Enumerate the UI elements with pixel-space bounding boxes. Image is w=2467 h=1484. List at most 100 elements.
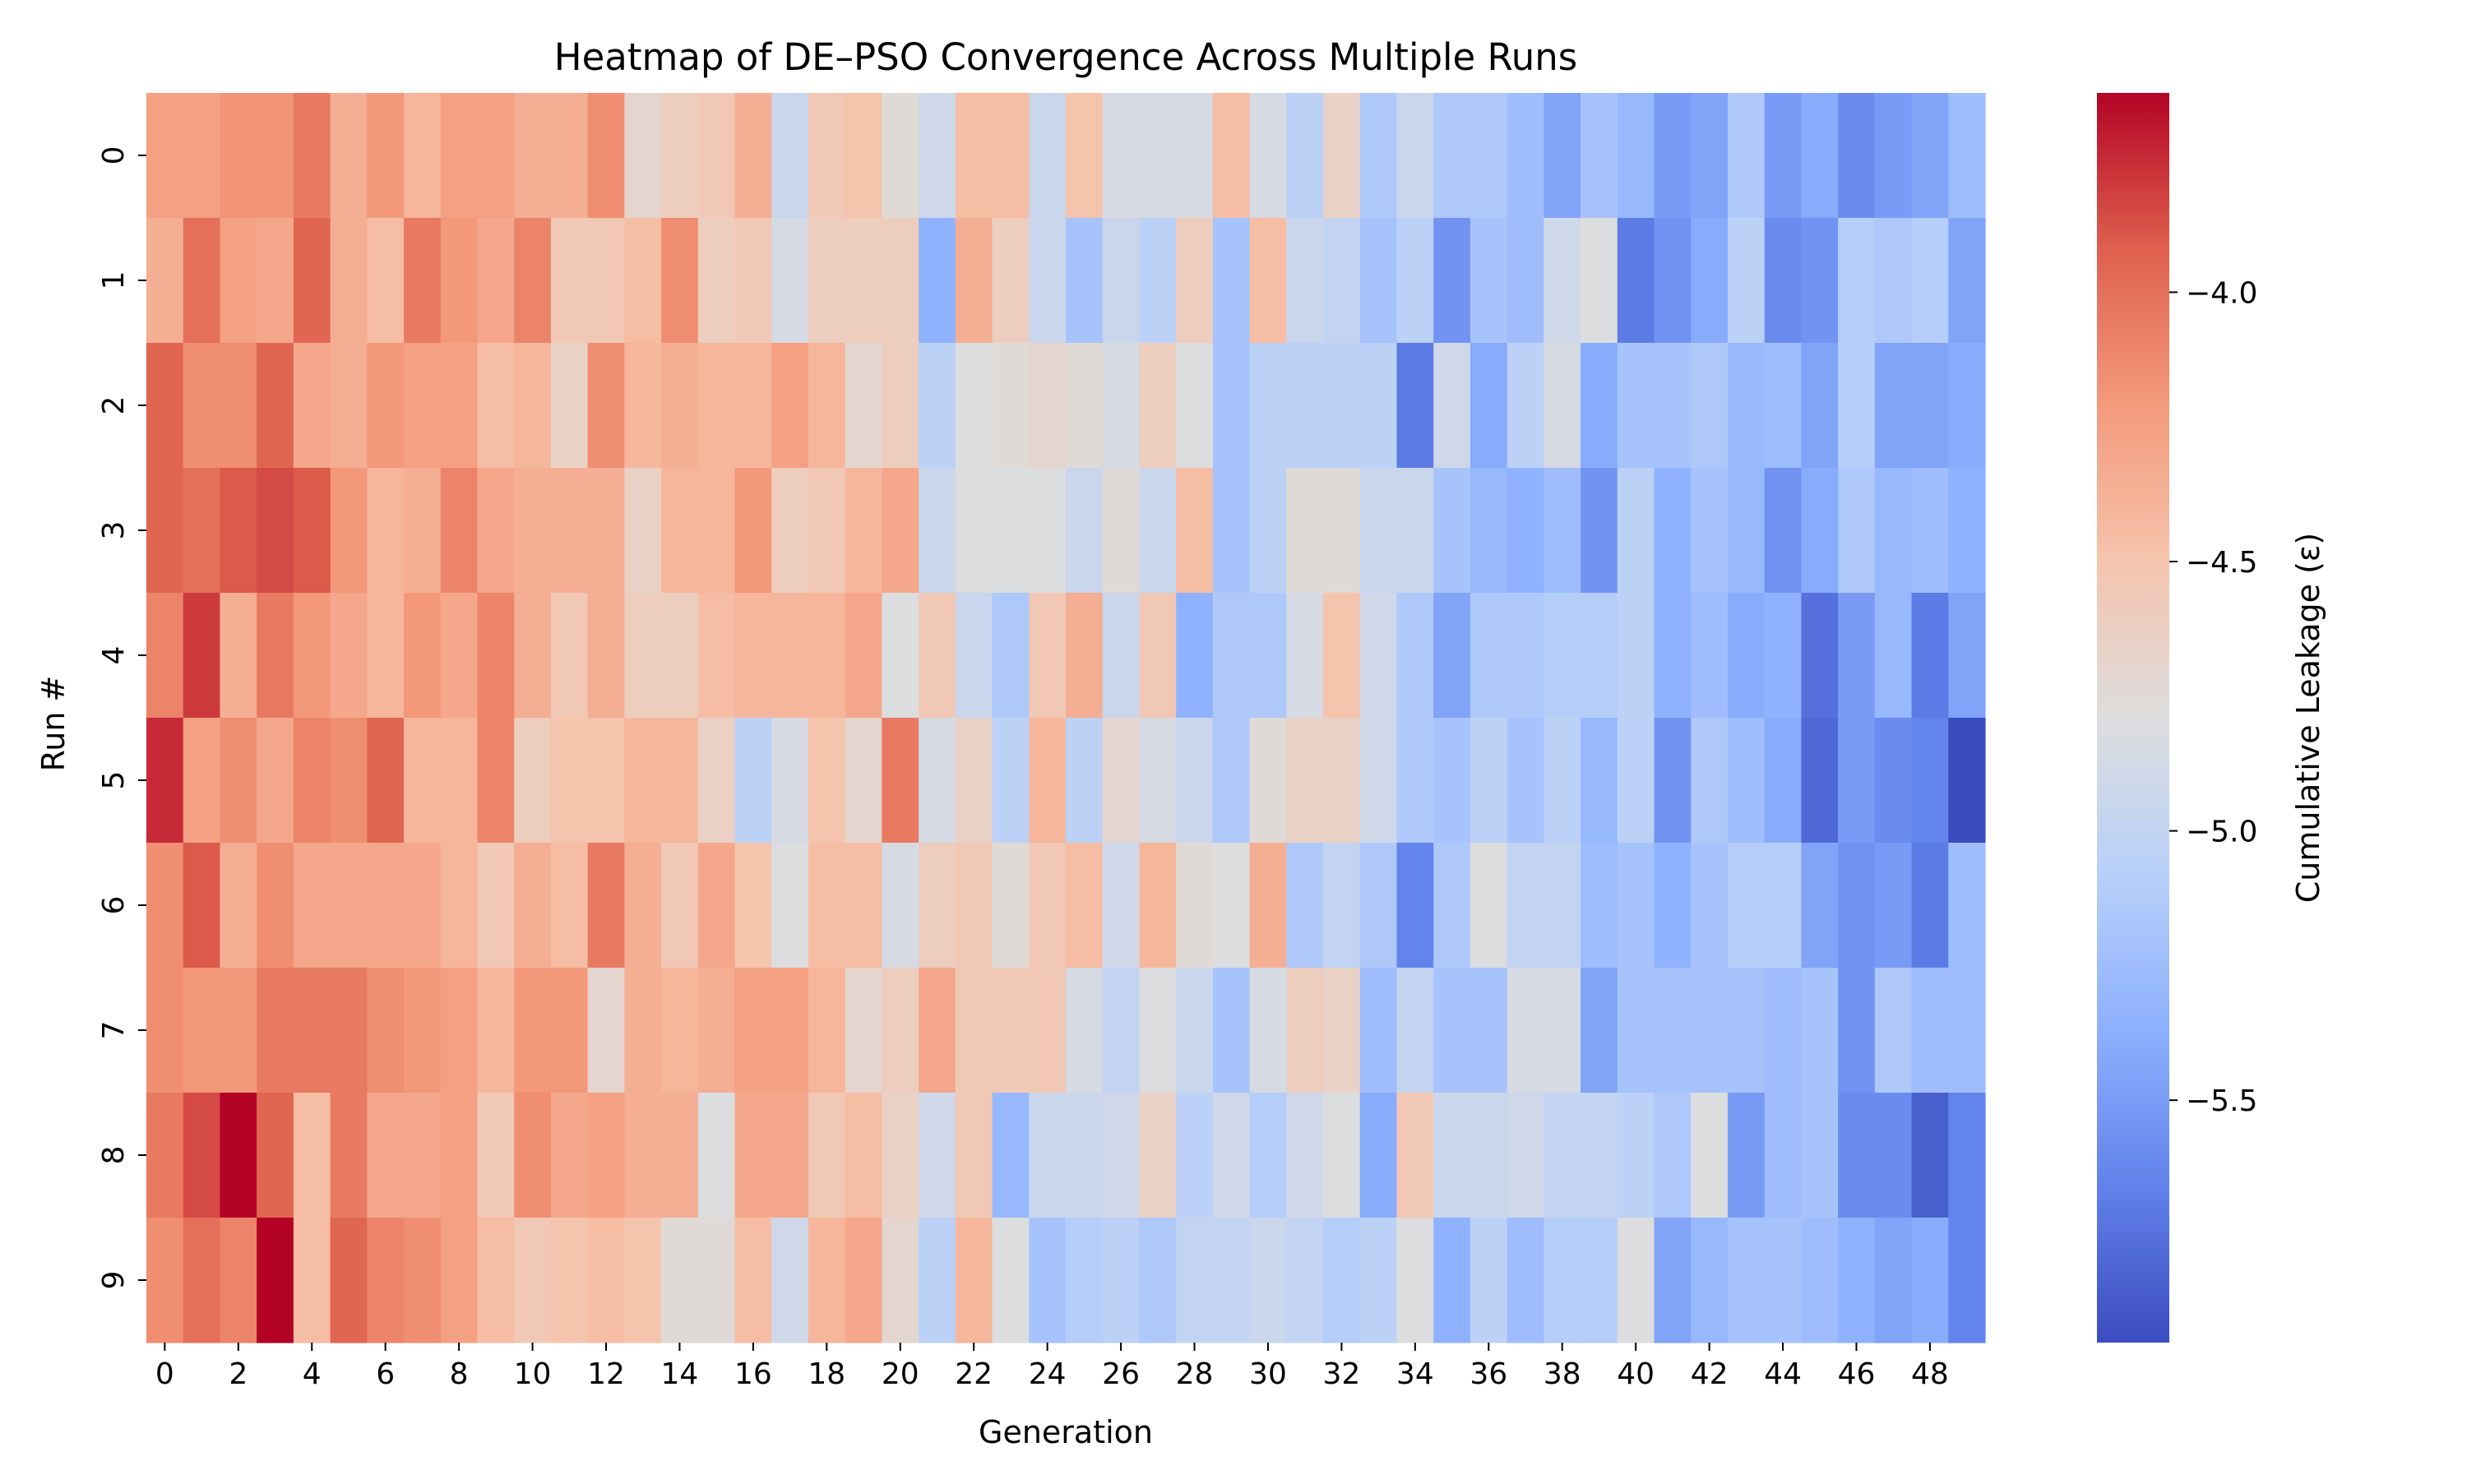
heatmap-cell xyxy=(1212,968,1251,1093)
heatmap-cell xyxy=(220,93,257,219)
heatmap-cell xyxy=(697,1218,736,1343)
heatmap-cell xyxy=(220,343,257,469)
heatmap-cell xyxy=(1396,718,1434,844)
heatmap-cell xyxy=(1470,593,1508,719)
heatmap-cell xyxy=(293,468,331,594)
heatmap-cell xyxy=(624,1093,662,1218)
heatmap-cell xyxy=(1801,343,1839,469)
heatmap-cell xyxy=(1102,468,1141,594)
heatmap-cell xyxy=(919,593,956,719)
heatmap-cell xyxy=(845,1093,882,1218)
heatmap-cell xyxy=(1654,843,1692,969)
heatmap-cell xyxy=(1359,93,1398,219)
heatmap-cell xyxy=(808,218,846,344)
heatmap-cell xyxy=(330,718,368,844)
heatmap-cell xyxy=(183,1218,221,1343)
heatmap-cell xyxy=(404,843,442,969)
heatmap-cell xyxy=(330,843,368,969)
heatmap-cell xyxy=(1544,968,1581,1093)
heatmap-cell xyxy=(992,593,1030,719)
heatmap-cell xyxy=(1470,343,1508,469)
heatmap-cell xyxy=(1470,1093,1508,1218)
heatmap-cell xyxy=(1581,468,1618,594)
heatmap-cell xyxy=(1066,468,1104,594)
heatmap-cell xyxy=(882,843,919,969)
heatmap-cell xyxy=(1249,343,1287,469)
heatmap-cell xyxy=(919,968,956,1093)
heatmap-cell xyxy=(1029,468,1067,594)
heatmap-cell xyxy=(1286,93,1324,219)
heatmap-cell xyxy=(624,468,662,594)
heatmap-cell xyxy=(1581,93,1618,219)
heatmap-cell xyxy=(1764,968,1802,1093)
heatmap-cell xyxy=(1654,93,1692,219)
heatmap-cell xyxy=(919,468,956,594)
heatmap-cell xyxy=(1948,1093,1986,1218)
x-tick-label: 8 xyxy=(450,1357,469,1391)
heatmap-cell xyxy=(1801,593,1839,719)
heatmap-cell xyxy=(257,468,294,594)
heatmap-cell xyxy=(1838,843,1876,969)
heatmap-cell xyxy=(919,93,956,219)
heatmap-cell xyxy=(1727,93,1766,219)
colorbar-tick-label: −4.0 xyxy=(2186,276,2257,310)
heatmap-cell xyxy=(514,968,552,1093)
heatmap-cell xyxy=(146,218,184,344)
heatmap-cell xyxy=(1433,1218,1471,1343)
heatmap-cell xyxy=(1139,1093,1177,1218)
heatmap-cell xyxy=(330,593,368,719)
heatmap-cell xyxy=(1029,1093,1067,1218)
heatmap-cell xyxy=(146,343,184,469)
heatmap-cell xyxy=(1911,343,1949,469)
heatmap-cell xyxy=(146,843,184,969)
heatmap-cell xyxy=(146,93,184,219)
heatmap-cell xyxy=(919,343,956,469)
heatmap-cell xyxy=(293,218,331,344)
heatmap-cell xyxy=(1581,343,1618,469)
heatmap-cell xyxy=(1874,843,1913,969)
x-tick-label: 12 xyxy=(587,1357,625,1391)
heatmap-cell xyxy=(1948,218,1986,344)
heatmap-cell xyxy=(293,968,331,1093)
heatmap-cell xyxy=(550,1218,589,1343)
heatmap-cell xyxy=(1470,968,1508,1093)
heatmap-cell xyxy=(1359,468,1398,594)
heatmap-cell xyxy=(845,343,882,469)
heatmap-cell xyxy=(661,468,699,594)
heatmap-cell xyxy=(1838,718,1876,844)
heatmap-cell xyxy=(1838,93,1876,219)
heatmap-cell xyxy=(1470,843,1508,969)
heatmap-cell xyxy=(440,1218,479,1343)
x-tick-label: 48 xyxy=(1911,1357,1949,1391)
heatmap-cell xyxy=(1764,1093,1802,1218)
heatmap-cell xyxy=(1249,1093,1287,1218)
heatmap-cell xyxy=(1727,1218,1766,1343)
heatmap-cell xyxy=(624,93,662,219)
heatmap-cell xyxy=(1433,468,1471,594)
heatmap-cell xyxy=(1286,968,1324,1093)
heatmap-cell xyxy=(1948,968,1986,1093)
heatmap-cell xyxy=(1838,468,1876,594)
heatmap-cell xyxy=(1212,343,1251,469)
heatmap-cell xyxy=(919,718,956,844)
heatmap-cell xyxy=(1176,93,1214,219)
heatmap-cell xyxy=(257,843,294,969)
heatmap-cell xyxy=(1323,843,1361,969)
heatmap-cell xyxy=(183,593,221,719)
heatmap-cell xyxy=(1617,218,1655,344)
heatmap-cell xyxy=(514,718,552,844)
heatmap-cell xyxy=(1470,218,1508,344)
heatmap-cell xyxy=(1102,343,1141,469)
heatmap-cell xyxy=(146,718,184,844)
heatmap-cell xyxy=(1286,468,1324,594)
heatmap-cell xyxy=(1544,93,1581,219)
heatmap-cell xyxy=(1176,218,1214,344)
heatmap-cell xyxy=(1764,468,1802,594)
heatmap-cell xyxy=(1433,593,1471,719)
heatmap-cell xyxy=(882,343,919,469)
heatmap-cell xyxy=(550,468,589,594)
x-tick-label: 10 xyxy=(514,1357,552,1391)
heatmap-cell xyxy=(587,93,625,219)
heatmap-cell xyxy=(1066,343,1104,469)
heatmap-cell xyxy=(1359,343,1398,469)
